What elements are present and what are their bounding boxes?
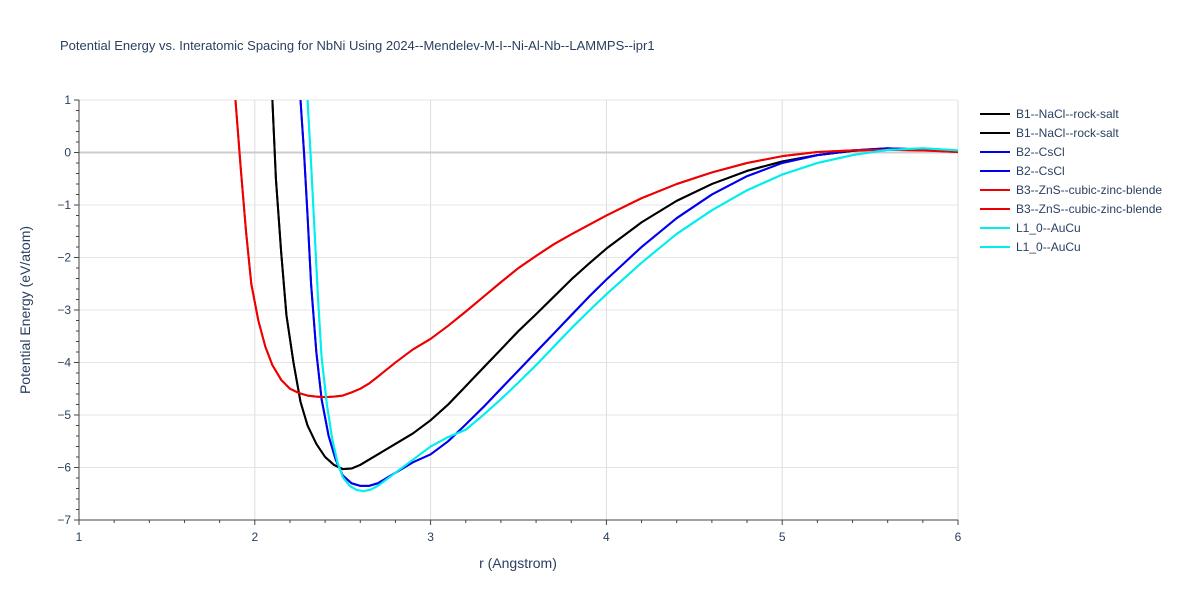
x-tick-label: 1 [76, 530, 83, 544]
legend-label: L1_0--AuCu [1016, 221, 1081, 235]
y-tick-label: 1 [64, 93, 71, 107]
legend: B1--NaCl--rock-salt B1--NaCl--rock-salt B2… [980, 107, 1162, 254]
axes: 1 2 3 4 5 6 1 0 −1 −2 −3 −4 −5 −6 −7 [57, 93, 961, 544]
y-axis-title: Potential Energy (eV/atom) [17, 226, 33, 394]
y-tick-label: −3 [57, 303, 71, 317]
y-tick-label: −6 [57, 461, 71, 475]
y-tick-label: −7 [57, 513, 71, 527]
y-tick-label: 0 [64, 146, 71, 160]
y-tick-label: −5 [57, 408, 71, 422]
y-tick-label: −4 [57, 356, 71, 370]
x-tick-label: 5 [779, 530, 786, 544]
y-tick-label: −1 [57, 198, 71, 212]
legend-label: L1_0--AuCu [1016, 240, 1081, 254]
series-lines [234, 100, 958, 493]
series-line-5 [234, 100, 958, 399]
x-tick-label: 3 [427, 530, 434, 544]
chart-title: Potential Energy vs. Interatomic Spacing… [60, 38, 655, 53]
x-axis-title: r (Angstrom) [479, 555, 557, 571]
x-tick-label: 2 [251, 530, 258, 544]
series-line-7 [306, 100, 958, 493]
legend-label: B2--CsCl [1016, 145, 1065, 159]
series-line-3 [299, 100, 958, 487]
legend-label: B3--ZnS--cubic-zinc-blende [1016, 202, 1162, 216]
x-tick-label: 4 [603, 530, 610, 544]
legend-label: B1--NaCl--rock-salt [1016, 107, 1119, 121]
legend-label: B2--CsCl [1016, 164, 1065, 178]
legend-label: B1--NaCl--rock-salt [1016, 126, 1119, 140]
y-tick-label: −2 [57, 251, 71, 265]
series-line-1 [271, 100, 958, 471]
legend-label: B3--ZnS--cubic-zinc-blende [1016, 183, 1162, 197]
x-tick-label: 6 [955, 530, 962, 544]
